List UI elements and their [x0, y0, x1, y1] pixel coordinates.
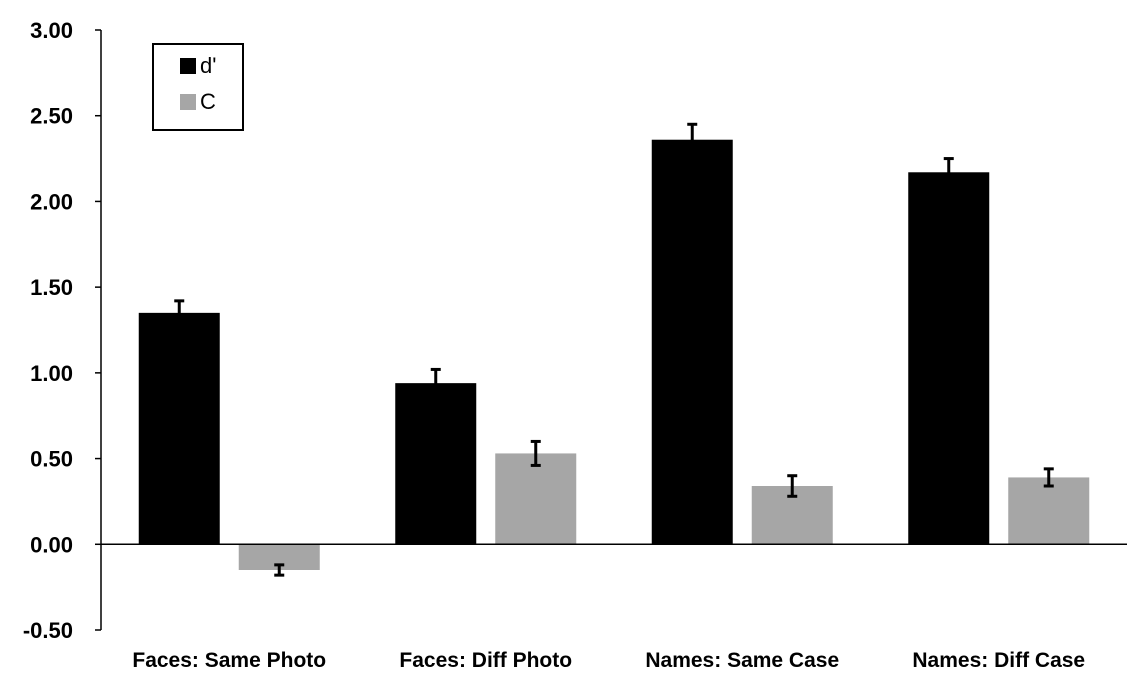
- legend-label: d': [200, 53, 216, 78]
- error-bar: [274, 563, 285, 577]
- bar-dprime-1: [138, 312, 220, 545]
- error-bar: [943, 157, 954, 188]
- category-label: Names: Same Case: [645, 649, 839, 672]
- error-bar: [1043, 467, 1054, 488]
- bar-dprime-3: [651, 139, 733, 545]
- category-labels: Faces: Same Photo Faces: Diff Photo Names:…: [132, 649, 1085, 672]
- y-tick-label: 2.00: [30, 189, 73, 214]
- category-label: Names: Diff Case: [912, 649, 1085, 672]
- y-tick-label: -0.50: [23, 618, 73, 643]
- error-bar: [687, 122, 698, 157]
- bars: [138, 139, 1090, 570]
- y-tick-label: 1.00: [30, 361, 73, 386]
- error-bar: [787, 474, 798, 498]
- bar-dprime-2: [395, 383, 477, 545]
- category-label: Faces: Same Photo: [132, 649, 326, 672]
- y-tick-label: 2.50: [30, 104, 73, 129]
- legend-box: [152, 43, 244, 131]
- y-tick-label: 0.50: [30, 447, 73, 472]
- y-tick-label: 3.00: [30, 18, 73, 43]
- y-tick-label: 1.50: [30, 275, 73, 300]
- bar-c-4: [1008, 477, 1090, 545]
- legend-label: C: [200, 89, 216, 114]
- y-tick-label: 0.00: [30, 532, 73, 557]
- error-bar: [174, 299, 185, 327]
- bar-c-2: [495, 453, 577, 545]
- legend: d' C: [152, 43, 244, 131]
- category-label: Faces: Diff Photo: [399, 649, 572, 672]
- error-bar: [530, 439, 541, 467]
- y-axis: 3.00 2.50 2.00 1.50 1.00 0.50 0.00 -0.50: [23, 18, 102, 643]
- bar-dprime-4: [908, 172, 990, 545]
- error-bar: [430, 367, 441, 399]
- legend-swatch: [180, 58, 196, 74]
- error-bars: [174, 122, 1054, 577]
- legend-swatch: [180, 94, 196, 110]
